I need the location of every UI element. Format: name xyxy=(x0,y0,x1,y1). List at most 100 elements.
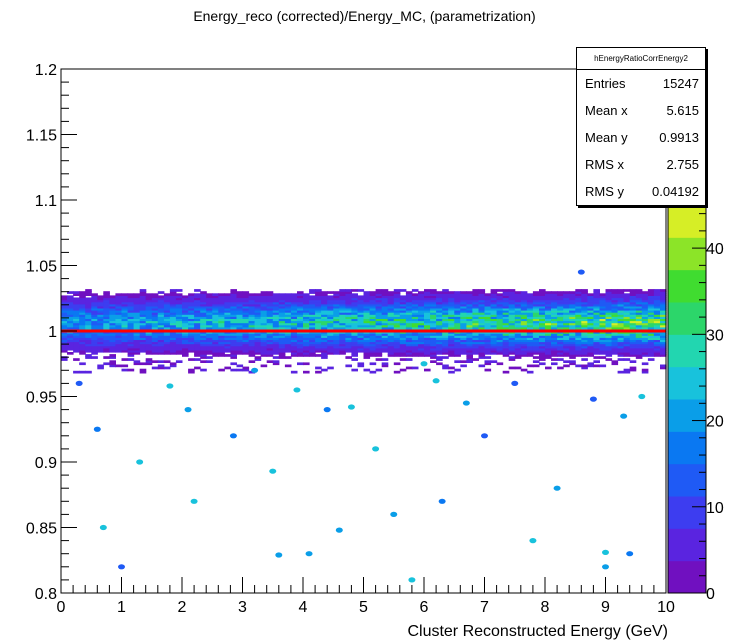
heatmap-cell xyxy=(472,347,479,351)
heatmap-cell xyxy=(454,352,461,355)
heatmap-cell xyxy=(218,322,225,326)
heatmap-cell xyxy=(502,314,510,317)
heatmap-cell xyxy=(278,316,286,319)
heatmap-cell xyxy=(430,303,437,307)
heatmap-cell xyxy=(460,339,467,343)
heatmap-cell xyxy=(315,345,322,349)
heatmap-cell xyxy=(436,333,443,336)
heatmap-cell xyxy=(67,307,74,311)
heatmap-cell xyxy=(563,337,570,340)
heatmap-cell xyxy=(188,316,195,319)
heatmap-cell xyxy=(557,295,564,299)
heatmap-cell xyxy=(442,301,449,305)
heatmap-cell xyxy=(454,324,461,328)
heatmap-cell xyxy=(127,324,135,328)
heatmap-cell xyxy=(260,333,268,336)
heatmap-cell xyxy=(169,289,177,292)
heatmap-cell xyxy=(411,326,419,330)
heatmap-cell xyxy=(472,341,479,345)
heatmap-cell xyxy=(333,347,340,351)
heatmap-cell xyxy=(375,307,383,311)
heatmap-cell xyxy=(357,339,365,343)
heatmap-cell xyxy=(218,320,225,324)
heatmap-cell xyxy=(460,297,467,301)
heatmap-cell xyxy=(169,314,177,317)
heatmap-cell xyxy=(399,297,407,301)
heatmap-cell xyxy=(85,307,92,311)
heatmap-cell xyxy=(85,370,92,374)
heatmap-cell xyxy=(418,352,425,355)
heatmap-cell xyxy=(539,339,546,343)
heatmap-cell xyxy=(424,303,431,307)
heatmap-cell xyxy=(260,320,268,324)
heatmap-cell xyxy=(563,326,570,330)
heatmap-cell xyxy=(182,335,189,338)
heatmap-cell xyxy=(545,295,552,299)
heatmap-cell xyxy=(611,341,619,345)
heatmap-cell xyxy=(321,326,328,330)
heatmap-cell xyxy=(369,303,377,307)
heatmap-cell xyxy=(260,293,268,296)
heatmap-cell xyxy=(399,318,407,322)
heatmap-cell xyxy=(375,345,383,349)
heatmap-cell xyxy=(363,352,371,355)
heatmap-cell xyxy=(532,312,540,315)
heatmap-cell xyxy=(315,291,322,294)
heatmap-cell xyxy=(321,339,328,343)
heatmap-cell xyxy=(315,301,322,305)
outlier-point xyxy=(229,433,237,439)
heatmap-cell xyxy=(163,326,171,330)
heatmap-cell xyxy=(272,337,280,340)
heatmap-cell xyxy=(593,295,600,299)
heatmap-cell xyxy=(363,354,371,357)
heatmap-cell xyxy=(454,322,461,326)
heatmap-cell xyxy=(551,293,558,296)
heatmap-cell xyxy=(539,305,546,309)
heatmap-cell xyxy=(127,345,135,349)
heatmap-cell xyxy=(569,318,576,322)
heatmap-cell xyxy=(430,341,437,345)
heatmap-cell xyxy=(67,352,74,355)
heatmap-cell xyxy=(242,333,250,336)
heatmap-cell xyxy=(660,354,667,357)
heatmap-cell xyxy=(327,297,334,301)
heatmap-cell xyxy=(496,352,504,355)
heatmap-cell xyxy=(230,322,237,326)
heatmap-cell xyxy=(393,339,401,343)
heatmap-cell xyxy=(490,360,498,363)
heatmap-cell xyxy=(514,356,522,359)
heatmap-cell xyxy=(254,318,262,322)
heatmap-cell xyxy=(175,303,183,307)
heatmap-cell xyxy=(599,322,607,326)
heatmap-cell xyxy=(514,349,522,353)
heatmap-cell xyxy=(218,341,225,345)
heatmap-cell xyxy=(647,352,655,355)
heatmap-cell xyxy=(351,345,358,349)
heatmap-cell xyxy=(411,354,419,357)
heatmap-cell xyxy=(236,345,244,349)
heatmap-cell xyxy=(629,307,637,311)
heatmap-cell xyxy=(599,295,607,299)
heatmap-cell xyxy=(194,339,201,343)
heatmap-cell xyxy=(236,364,244,368)
heatmap-cell xyxy=(351,307,358,311)
heatmap-cell xyxy=(411,343,419,347)
heatmap-cell xyxy=(593,337,600,340)
heatmap-cell xyxy=(194,354,201,357)
heatmap-cell xyxy=(496,322,504,326)
heatmap-cell xyxy=(127,316,135,319)
heatmap-cell xyxy=(188,303,195,307)
heatmap-cell xyxy=(635,349,643,353)
heatmap-cell xyxy=(194,305,201,309)
heatmap-cell xyxy=(557,316,564,319)
heatmap-cell xyxy=(248,360,256,363)
heatmap-cell xyxy=(272,303,280,307)
heatmap-cell xyxy=(151,312,159,315)
heatmap-cell xyxy=(169,310,177,313)
heatmap-cell xyxy=(563,364,570,368)
heatmap-cell xyxy=(526,322,534,326)
heatmap-cell xyxy=(557,322,564,326)
heatmap-cell xyxy=(454,347,461,351)
heatmap-cell xyxy=(266,335,274,338)
